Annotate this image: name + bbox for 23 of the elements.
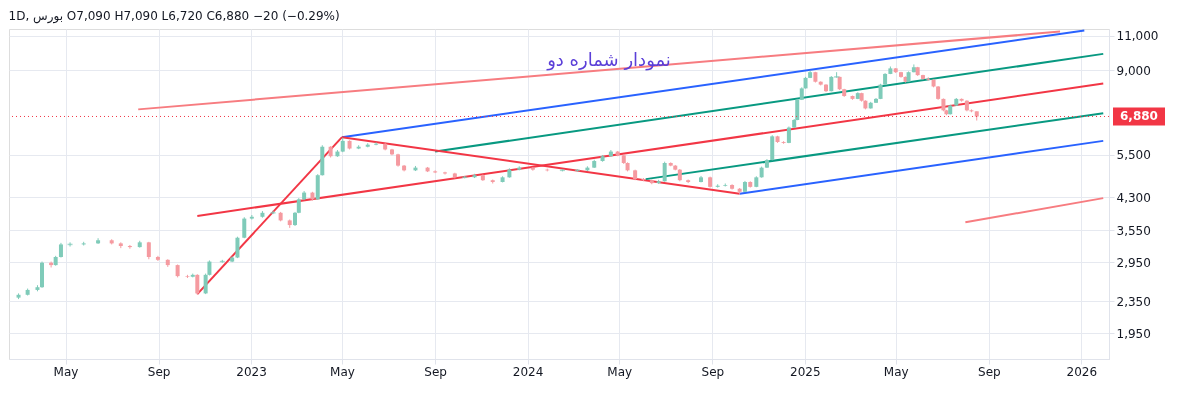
y-tick-label: 1,950 <box>1116 326 1151 341</box>
y-tick-label: 11,000 <box>1116 29 1159 44</box>
annotation: نمودار شماره دو <box>546 49 671 71</box>
x-tick-label: Sep <box>978 364 1001 379</box>
y-tick-label: 9,000 <box>1116 63 1151 78</box>
x-tick-label: Sep <box>147 364 171 379</box>
ref-line-label: 6,880 <box>1120 109 1158 124</box>
x-tick-label: May <box>53 364 79 379</box>
y-tick-label: 2,350 <box>1116 294 1151 309</box>
chart-title: 1D, بورس O7,090 H7,090 L6,720 C6,880 −20 (−0.29%) <box>8 9 340 24</box>
x-tick-label: May <box>607 364 633 379</box>
x-tick-label: 2023 <box>236 364 267 379</box>
x-tick-label: May <box>883 364 909 379</box>
y-tick-label: 2,950 <box>1116 255 1151 270</box>
y-tick-label: 3,550 <box>1116 223 1151 238</box>
x-tick-label: 2026 <box>1066 364 1098 379</box>
y-tick-label: 4,300 <box>1116 190 1151 205</box>
y-tick-label: 5,500 <box>1116 148 1151 163</box>
x-tick-label: Sep <box>424 364 447 379</box>
x-tick-label: Sep <box>701 364 725 379</box>
x-tick-label: May <box>330 364 355 379</box>
x-tick-label: 2025 <box>790 364 821 379</box>
x-tick-label: 2024 <box>512 364 544 379</box>
